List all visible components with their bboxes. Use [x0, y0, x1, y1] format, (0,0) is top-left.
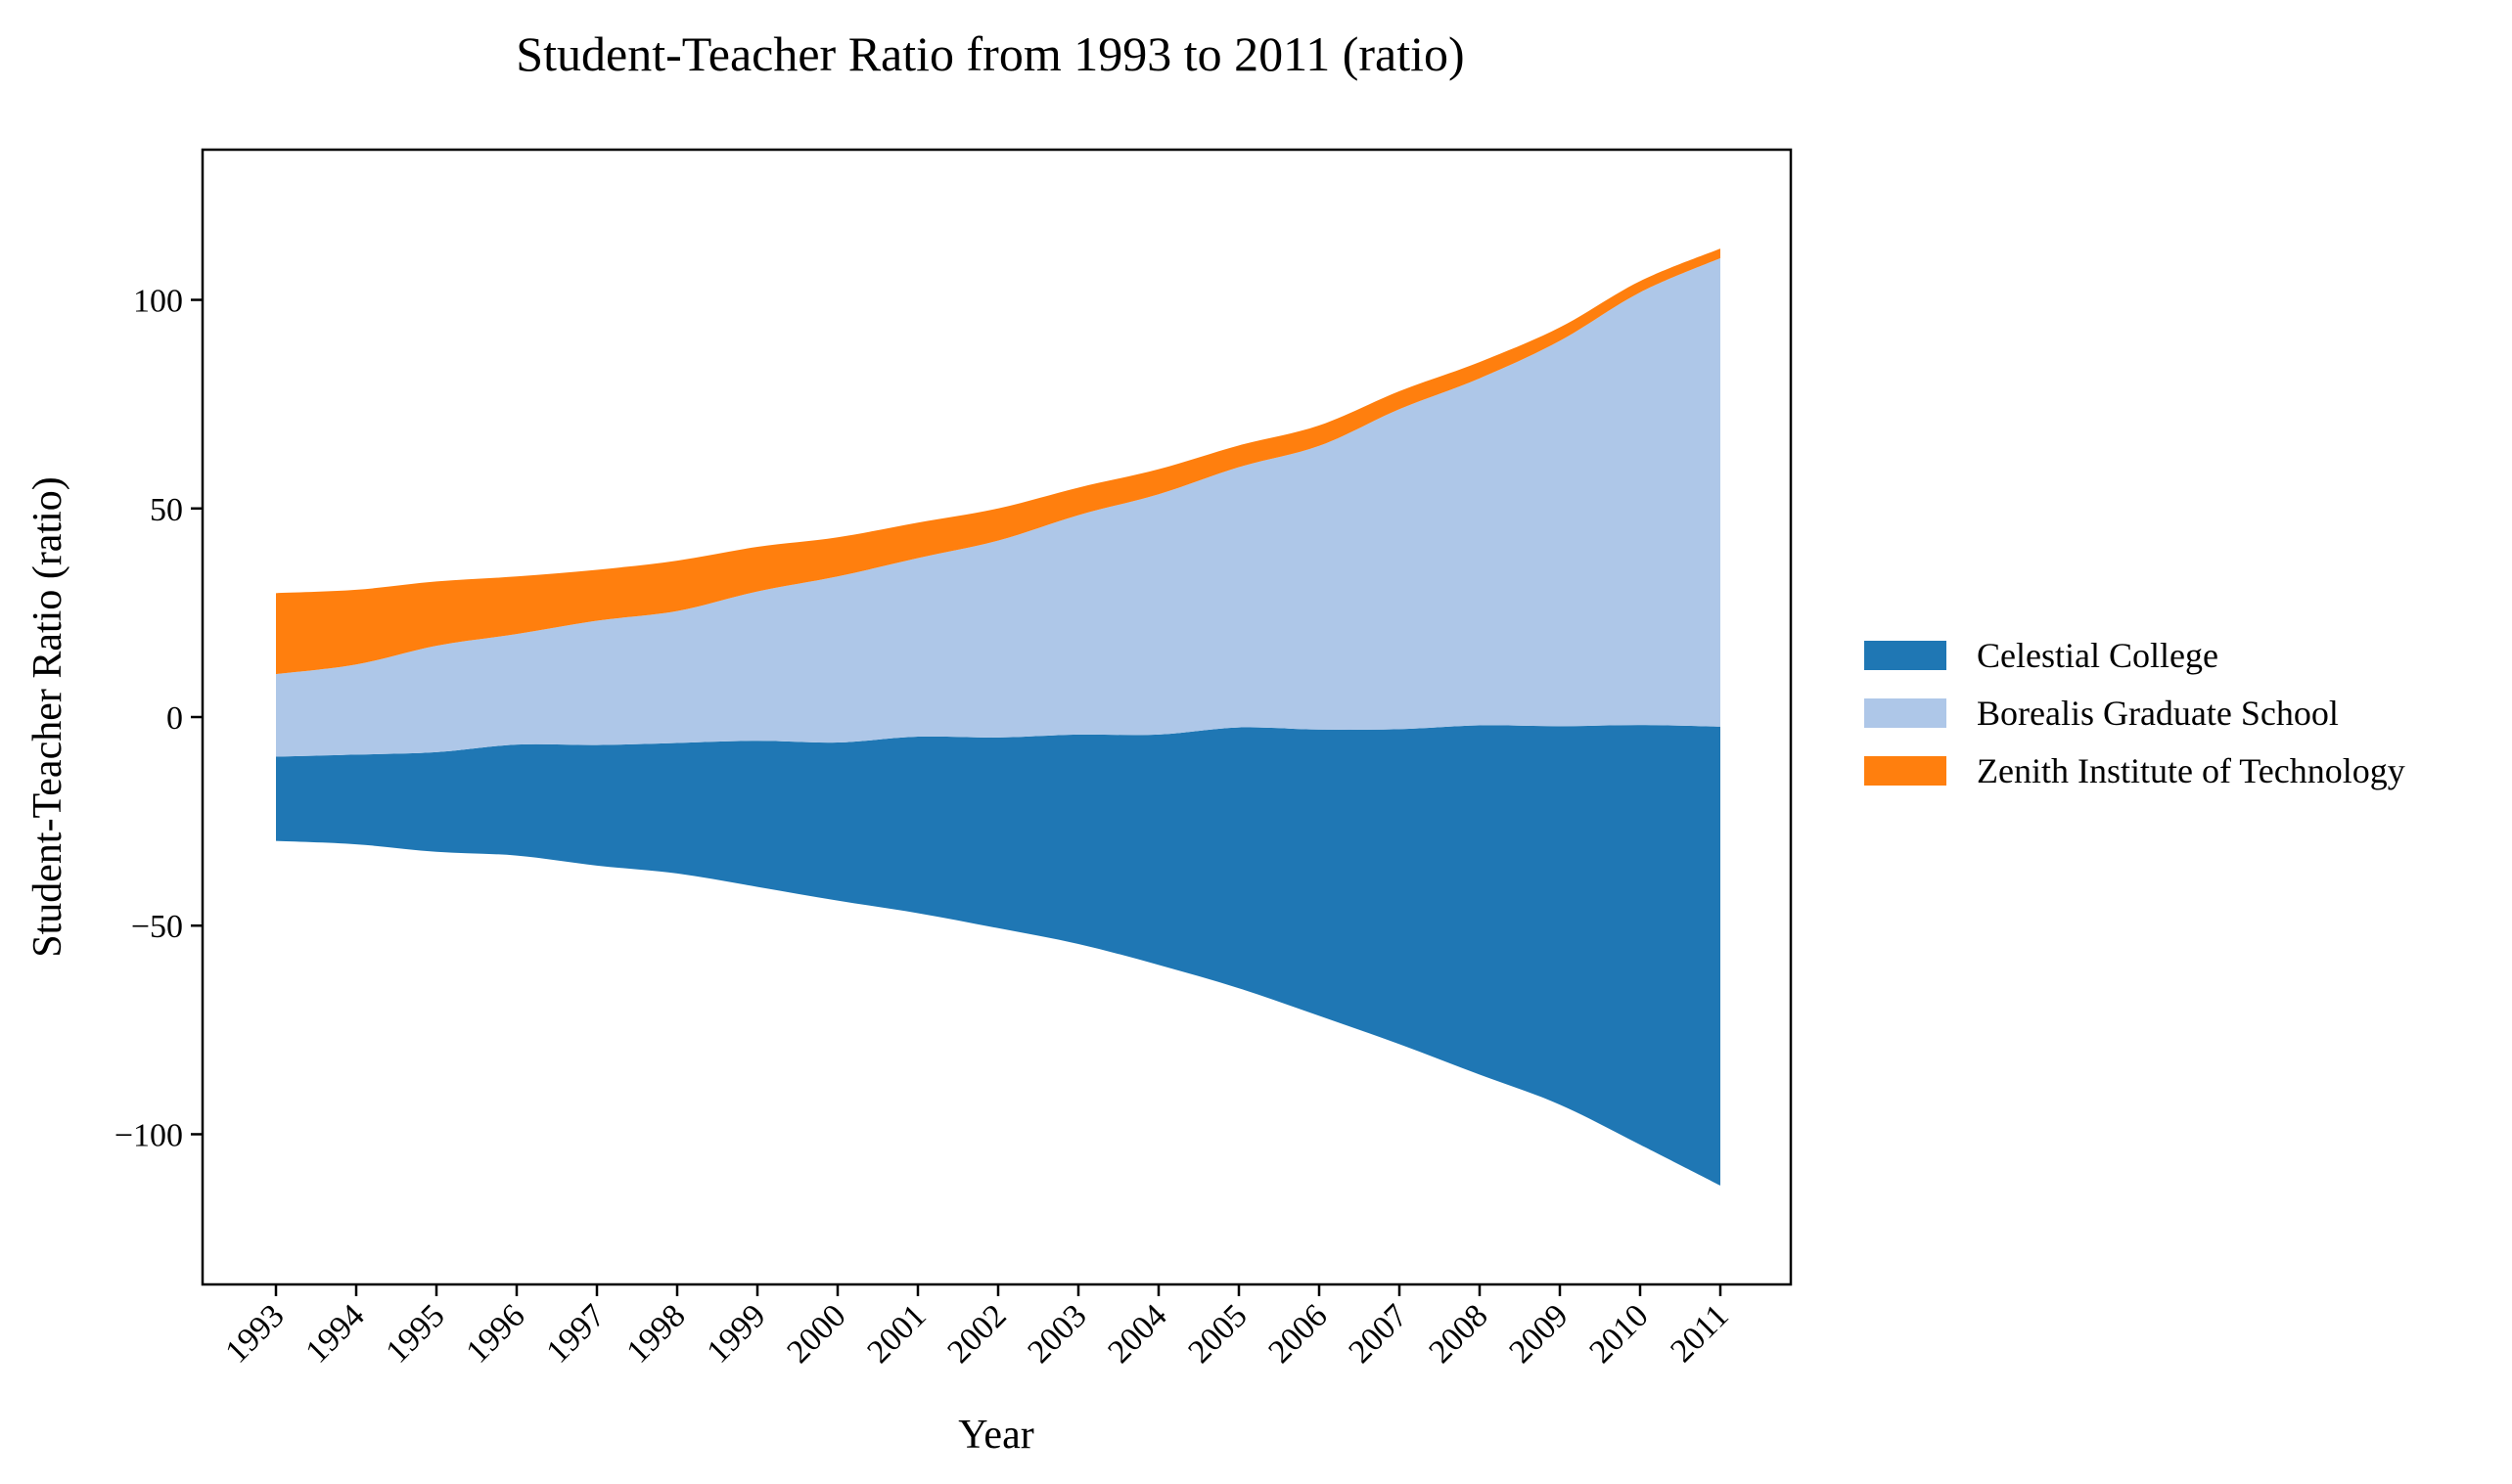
x-axis-ticks: 1993 1994 1995 1996 1997 1998 1999 2000 2001 2002… — [218, 1284, 1736, 1371]
area-series-2 — [276, 257, 1720, 757]
legend-swatch — [1864, 698, 1946, 728]
x-tick-label: 2003 — [1021, 1297, 1093, 1370]
legend: Celestial College Borealis Graduate Schoo… — [1864, 636, 2405, 790]
x-tick-label: 2011 — [1664, 1297, 1735, 1369]
x-tick-label: 1999 — [700, 1297, 772, 1370]
x-tick-label: 2010 — [1582, 1297, 1655, 1370]
x-tick-label: 1997 — [539, 1297, 612, 1370]
x-tick-label: 1993 — [218, 1297, 291, 1370]
x-tick-label: 2008 — [1422, 1297, 1494, 1370]
x-tick-label: 2004 — [1101, 1297, 1173, 1370]
x-tick-label: 2005 — [1181, 1297, 1254, 1370]
y-axis-label: Student-Teacher Ratio (ratio) — [25, 476, 70, 958]
x-tick-label: 2007 — [1342, 1297, 1414, 1370]
x-tick-label: 2001 — [860, 1297, 933, 1370]
area-series-1 — [276, 725, 1720, 1186]
y-tick-label: 50 — [150, 492, 183, 528]
x-tick-label: 1994 — [298, 1297, 371, 1370]
x-tick-label: 2000 — [780, 1297, 852, 1370]
legend-swatch — [1864, 756, 1946, 786]
legend-label: Borealis Graduate School — [1977, 694, 2339, 733]
x-axis-label: Year — [958, 1413, 1033, 1458]
stream-areas — [276, 248, 1720, 1186]
x-tick-label: 2002 — [940, 1297, 1013, 1370]
x-tick-label: 1998 — [619, 1297, 692, 1370]
legend-label: Celestial College — [1977, 636, 2218, 675]
y-tick-label: 100 — [133, 284, 183, 320]
legend-label: Zenith Institute of Technology — [1977, 751, 2405, 790]
x-tick-label: 2006 — [1261, 1297, 1334, 1370]
x-tick-label: 1995 — [379, 1297, 451, 1370]
y-tick-label: 0 — [166, 700, 183, 737]
x-tick-label: 1996 — [459, 1297, 531, 1370]
chart-title: Student-Teacher Ratio from 1993 to 2011 … — [516, 26, 1464, 81]
y-tick-label: −100 — [114, 1117, 183, 1153]
y-tick-label: −50 — [131, 909, 183, 945]
x-tick-label: 2009 — [1502, 1297, 1575, 1370]
legend-swatch — [1864, 641, 1946, 670]
y-axis-ticks: −100 −50 0 50 100 — [114, 284, 203, 1153]
area-series-3 — [276, 248, 1720, 675]
